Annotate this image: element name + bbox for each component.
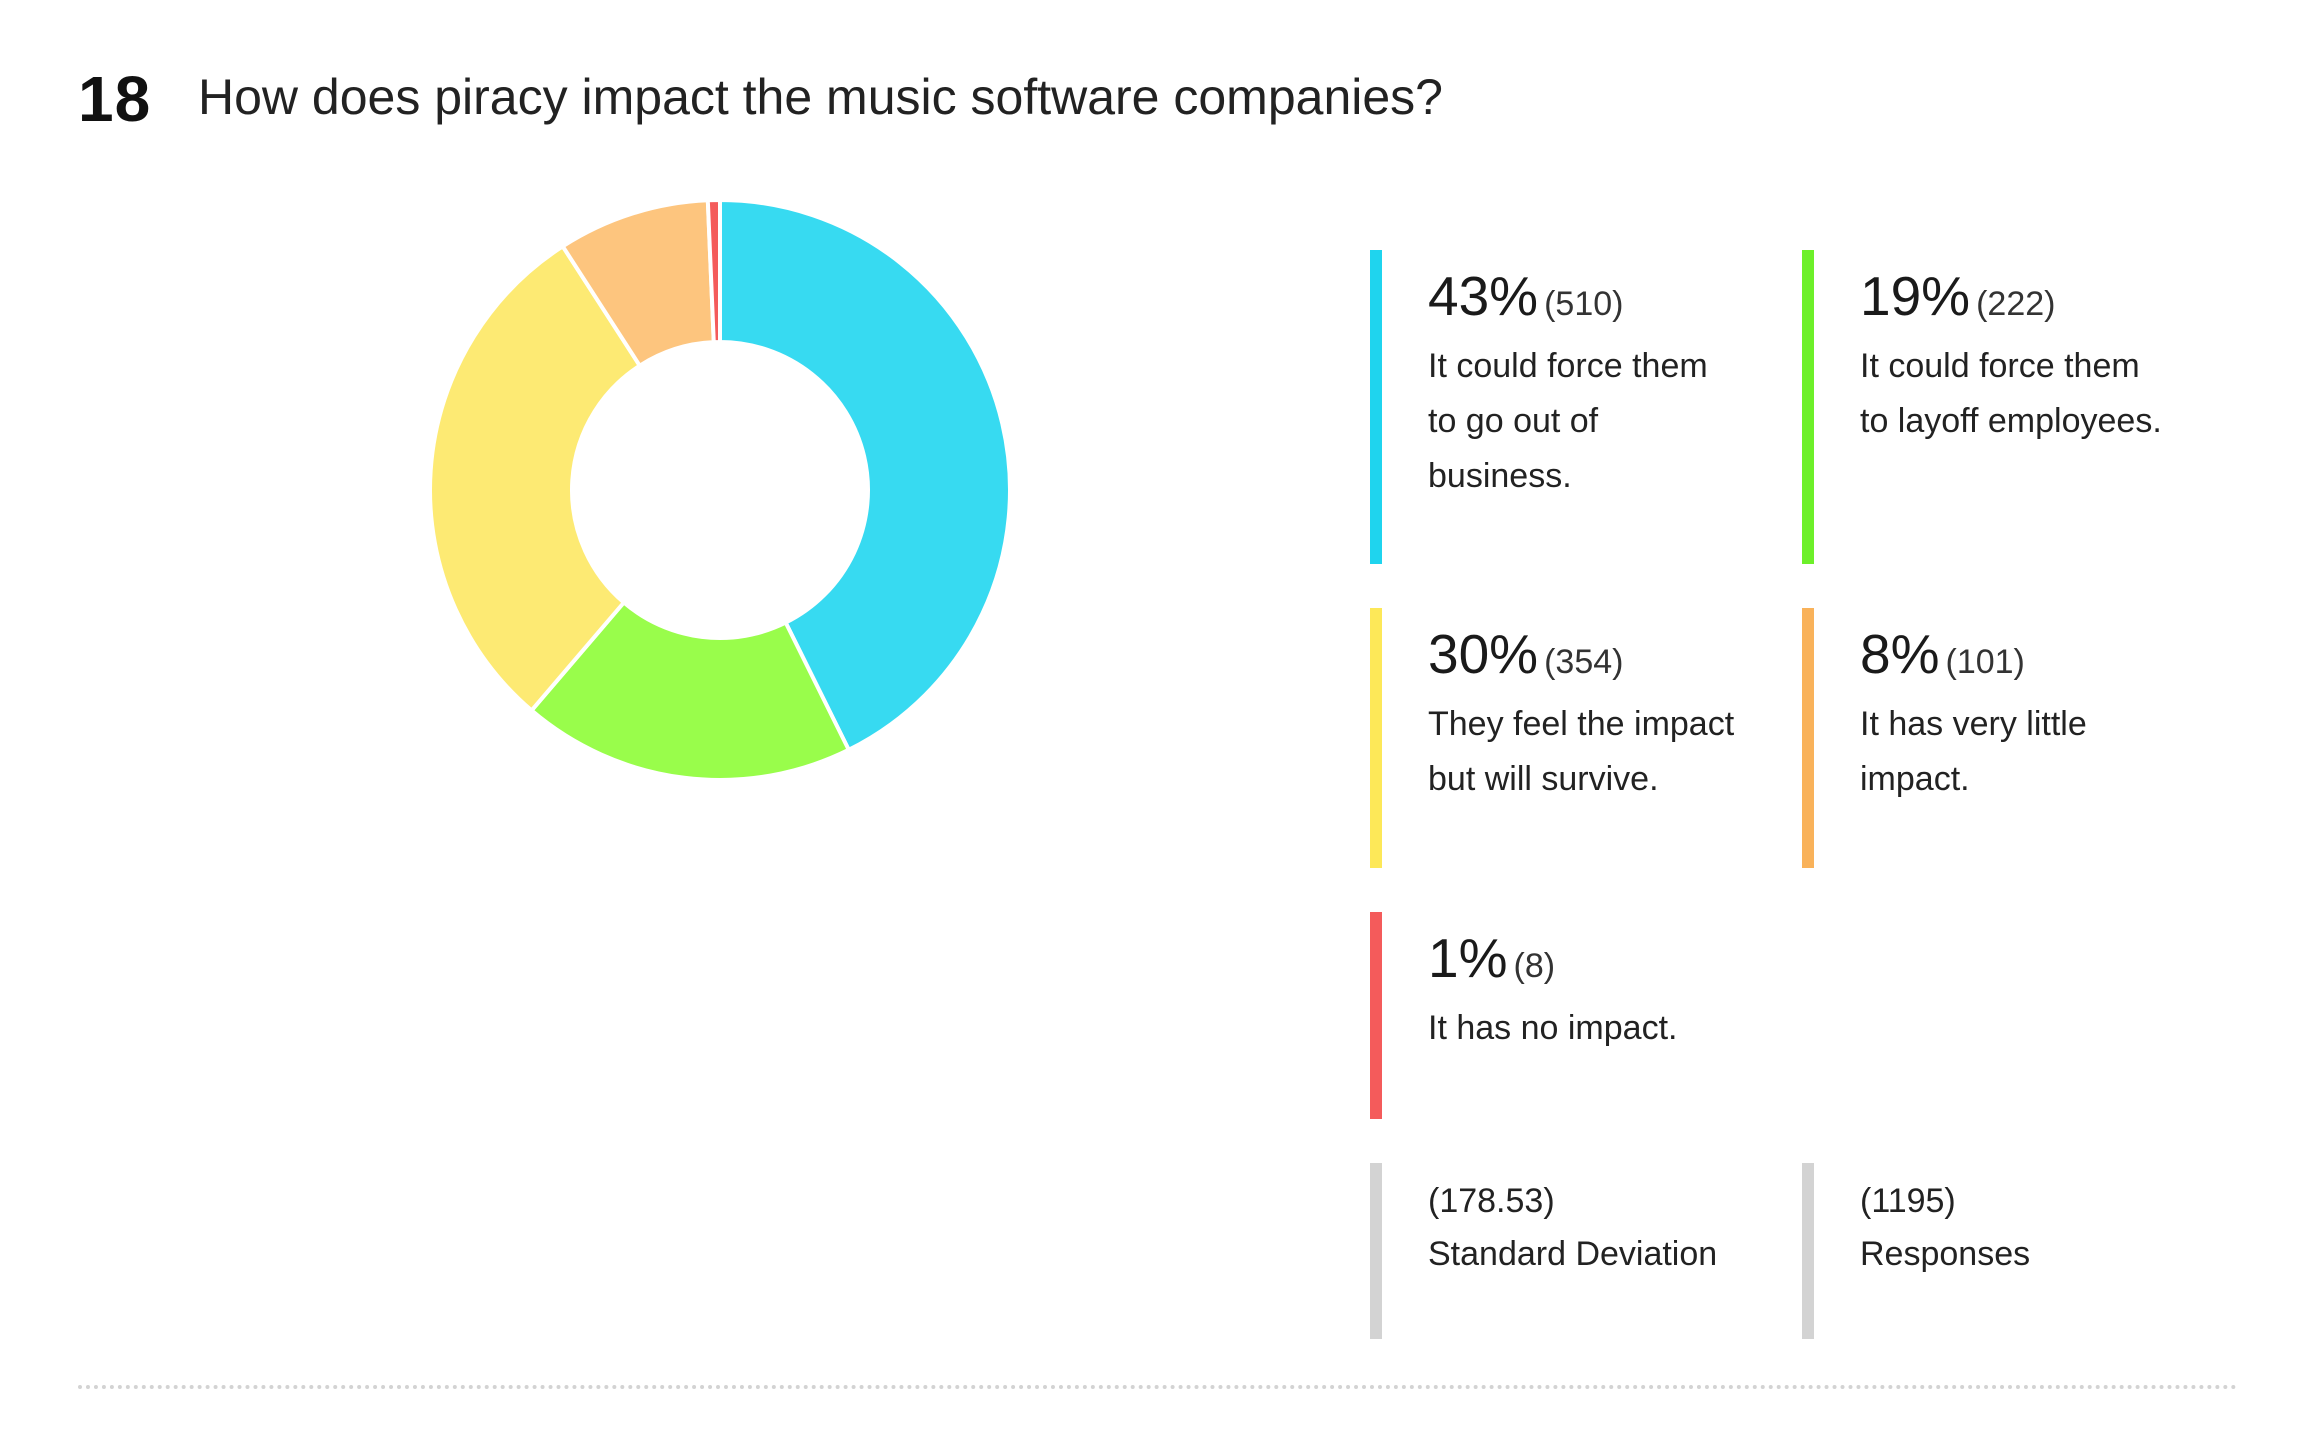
stat-value: (1195) [1860,1182,1956,1220]
legend-percent: 43% [1428,265,1539,327]
donut-slice-2 [428,244,642,713]
legend-percent: 1% [1428,927,1508,989]
legend-label-line: to go out of [1428,402,1599,440]
stat-label: Standard Deviation [1428,1235,1718,1273]
legend-count: (222) [1976,285,2056,323]
question-title: How does piracy impact the music softwar… [198,69,1443,125]
legend-color-bar [1370,250,1382,564]
donut-slice-4 [705,198,722,345]
legend-count: (510) [1544,285,1624,323]
legend-label-line: impact. [1860,760,1970,798]
donut-slice-1 [529,600,851,782]
legend-color-bar [1802,608,1814,868]
legend-percent: 19% [1860,265,1971,327]
legend-label-line: It could force them [1860,347,2140,385]
legend-color-bar [1370,608,1382,868]
legend-label-line: to layoff employees. [1860,402,2162,440]
legend-count: (354) [1544,643,1624,681]
donut-chart [428,198,1012,782]
legend-color-bar [1370,912,1382,1119]
stat-value: (178.53) [1428,1182,1555,1220]
stat-label: Responses [1860,1235,2031,1273]
dotted-divider [78,1385,2238,1389]
legend-label-line: It has no impact. [1428,1009,1678,1047]
donut-slice-0 [718,198,1012,752]
legend-color-bar [1802,250,1814,564]
stat-bar [1370,1163,1382,1339]
legend-label-line: but will survive. [1428,760,1659,798]
stat-bar [1802,1163,1814,1339]
question-number: 18 [78,63,152,135]
legend-count: (8) [1513,947,1556,985]
legend-label-line: It has very little [1860,705,2087,743]
legend-percent: 30% [1428,623,1539,685]
legend-label-line: They feel the impact [1428,705,1735,743]
legend-label-line: business. [1428,457,1572,495]
legend-label-line: It could force them [1428,347,1708,385]
legend-count: (101) [1945,643,2025,681]
legend-percent: 8% [1860,623,1940,685]
